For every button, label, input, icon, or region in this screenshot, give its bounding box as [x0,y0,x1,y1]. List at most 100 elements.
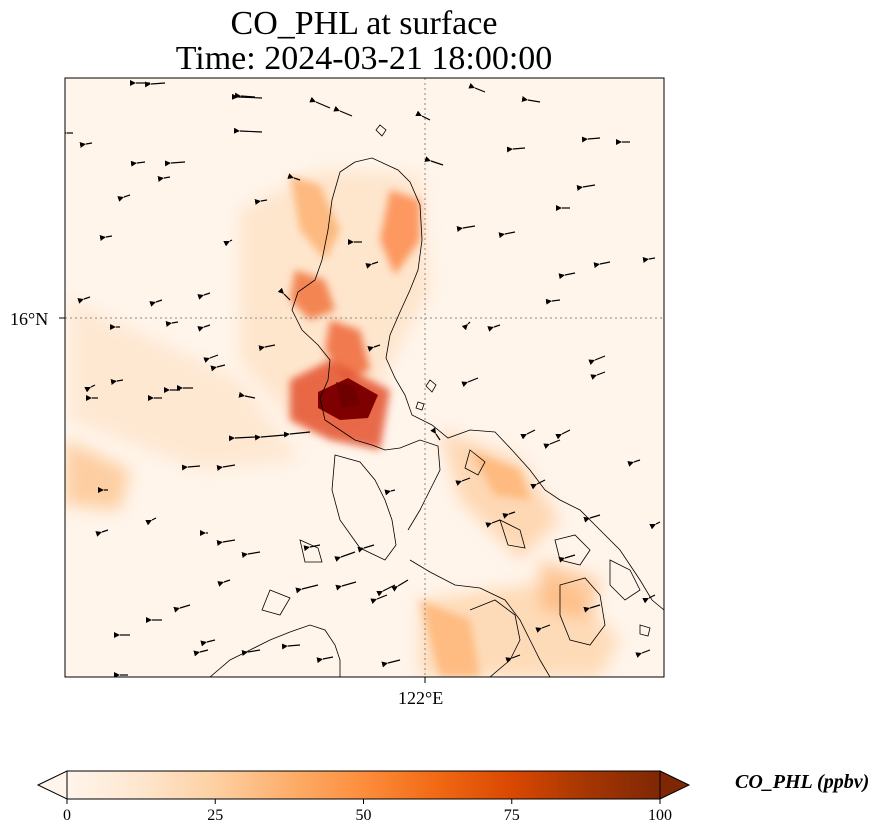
wind-arrow [543,439,561,450]
wind-arrow [95,529,109,537]
wind-arrow [233,127,263,134]
wind-arrow [210,364,226,372]
wind-arrow [99,235,113,241]
map-plot [59,77,665,683]
wind-arrow [487,324,501,332]
wind-arrow [590,371,606,380]
wind-arrow [234,92,256,99]
map-frame [64,77,665,678]
wind-arrow [200,639,216,647]
wind-arrow [558,554,576,563]
wind-arrow [370,594,388,605]
wind-arrow [461,321,471,331]
wind-arrow [164,160,186,167]
wind-arrow [424,156,444,166]
wind-arrow [203,354,219,363]
longitude-tick-label: 122°E [398,688,444,708]
wind-arrow [468,82,486,93]
wind-arrow [335,581,357,591]
wind-arrow [223,239,233,247]
wind-arrow [521,96,541,103]
wind-arrow [197,292,211,300]
wind-arrow [238,391,256,399]
wind-arrow [357,544,375,553]
colorbar-tick-label: 0 [63,807,71,824]
wind-arrow [558,272,576,280]
wind-arrow [642,257,656,263]
wind-arrow [77,296,91,304]
wind-arrow [583,514,601,523]
wind-arrow [333,105,353,117]
wind-arrow [149,299,163,307]
wind-arrow [258,344,276,352]
wind-arrow [303,544,321,552]
wind-arrow [545,298,561,305]
wind-arrow [144,81,166,88]
wind-arrow [485,519,501,528]
map-title-line2: Time: 2024-03-21 18:00:00 [175,40,553,77]
colorbar-min-extend [36,770,68,800]
wind-arrow [241,551,261,558]
wind-arrow [576,184,596,191]
wind-arrow [217,579,231,587]
wind-arrow [415,110,431,121]
wind-arrow [287,173,301,181]
colorbar-tick-label: 75 [503,807,520,824]
wind-arrow [367,344,381,352]
wind-arrow [181,464,201,471]
wind-arrow [193,649,209,657]
wind-arrow [79,142,93,148]
colorbar-gradient [66,770,661,800]
wind-arrow [110,379,124,385]
wind-arrow [381,659,401,668]
wind-arrow [391,579,409,592]
wind-arrow [165,321,179,327]
wind-arrow [430,427,441,441]
wind-arrow [384,489,396,496]
wind-arrow [316,656,334,664]
wind-arrow [231,93,263,100]
wind-arrow [588,355,606,366]
latitude-tick-label: 16°N [10,309,49,329]
wind-arrow [216,539,236,546]
wind-arrow [216,464,236,471]
wind-arrow [498,231,516,239]
wind-arrow [502,511,516,519]
wind-arrow [649,521,661,530]
wind-arrow [583,604,601,613]
wind-arrow [593,261,611,269]
colorbar-tick-label: 50 [355,807,372,824]
wind-arrow [117,194,131,202]
wind-vectors [65,80,661,677]
wind-arrow [505,654,521,663]
wind-arrow [535,624,551,633]
colorbar-label: CO_PHL (ppbv) [735,771,870,793]
wind-arrow [461,377,479,388]
wind-arrow [455,477,471,486]
wind-arrow [283,431,311,438]
wind-arrow [157,176,171,182]
concentration-field [65,170,620,677]
wind-arrow [84,384,96,393]
map-title-line1: CO_PHL at surface [230,5,498,42]
colorbar-tick-label: 25 [207,807,224,824]
colorbar-max-extend [659,770,691,800]
wind-arrow [642,594,656,604]
wind-arrow [254,434,286,441]
wind-arrow [281,643,301,650]
wind-arrow [530,479,546,490]
wind-arrow [635,649,651,658]
coastlines [209,124,664,677]
wind-arrow [197,324,211,332]
wind-arrow [295,584,319,594]
wind-arrow [309,96,331,109]
wind-arrow [334,551,356,562]
wind-arrow [365,261,379,269]
wind-arrow [456,225,476,232]
wind-arrow [241,649,261,656]
wind-arrow [228,435,256,442]
wind-arrow [555,429,571,440]
wind-arrow [506,146,526,153]
wind-arrow [254,199,268,205]
